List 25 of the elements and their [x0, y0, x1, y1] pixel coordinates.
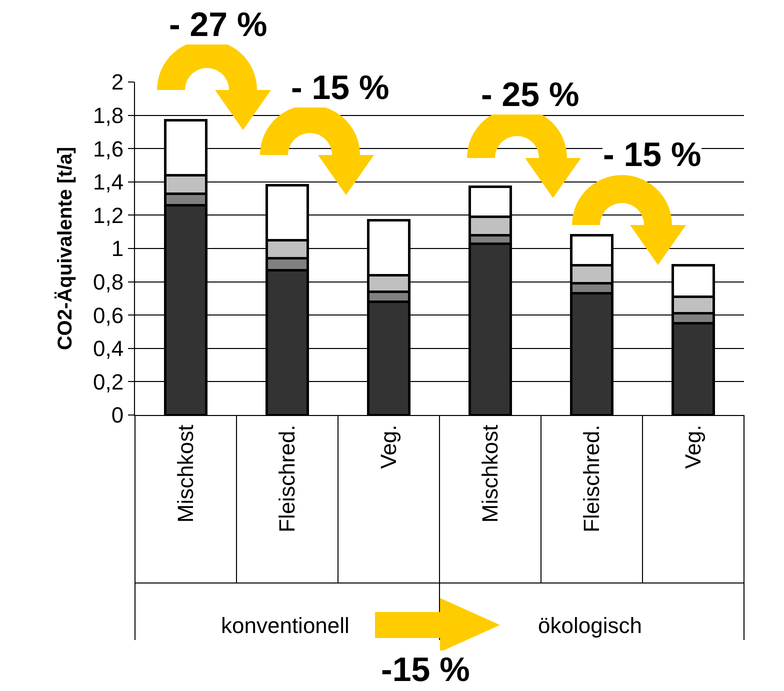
y-tick-label: 0,6	[93, 302, 124, 328]
y-tick-label: 1,4	[93, 170, 124, 195]
y-tick-label: 1	[111, 236, 124, 262]
annotation: - 15 %	[603, 136, 702, 174]
y-tick-label: 1,8	[93, 103, 124, 128]
annotation: - 25 %	[481, 76, 580, 114]
y-tick-label: 1,2	[93, 202, 124, 228]
x-tick-label: Fleischred.	[578, 424, 604, 532]
x-tick-label: Veg.	[376, 424, 401, 469]
y-tick-label: 0,8	[93, 270, 124, 294]
text: - 27 %	[169, 6, 268, 44]
x-tick-label: Fleischred.	[274, 424, 300, 532]
y-tick-label: 0,4	[93, 336, 124, 362]
y-tick-label: 0	[111, 402, 124, 428]
x-tick-label: Veg.	[680, 424, 706, 469]
x-tick-label: Mischkost	[477, 424, 502, 523]
text: konventionell	[221, 613, 350, 638]
x-tick-label: Mischkost	[172, 424, 198, 523]
y-axis-title: CO2-Äquivalente [t/a]	[54, 146, 77, 350]
y-tick-label: 2	[111, 70, 124, 95]
text: ökologisch	[538, 613, 642, 638]
annotation: - 15 %	[291, 69, 390, 107]
text: -15 %	[381, 651, 470, 689]
y-tick-label: 1,6	[93, 136, 124, 162]
y-tick-label: 0,2	[93, 369, 124, 394]
